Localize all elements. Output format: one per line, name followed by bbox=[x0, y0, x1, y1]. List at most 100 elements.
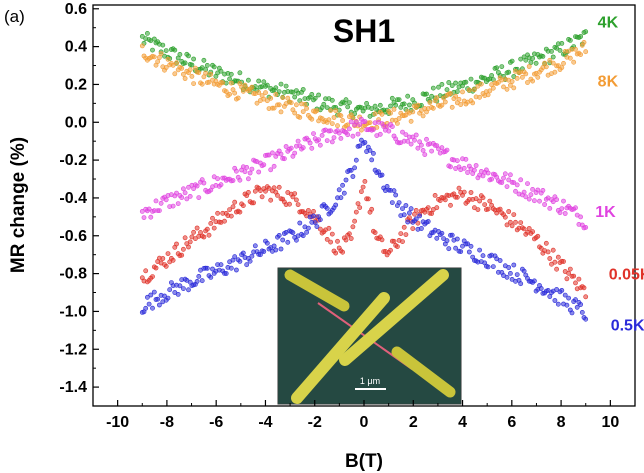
data-point bbox=[228, 213, 234, 219]
data-point bbox=[482, 202, 488, 207]
data-point bbox=[232, 254, 238, 260]
data-point bbox=[158, 200, 164, 206]
data-point bbox=[192, 65, 198, 71]
data-point bbox=[379, 111, 385, 117]
data-point bbox=[201, 57, 207, 63]
data-point bbox=[495, 80, 501, 85]
data-point bbox=[477, 94, 482, 100]
data-point bbox=[369, 106, 375, 111]
data-point bbox=[357, 205, 363, 210]
data-point bbox=[300, 145, 306, 151]
data-point bbox=[341, 190, 347, 196]
data-point bbox=[434, 95, 440, 101]
data-point bbox=[305, 225, 311, 231]
data-point bbox=[540, 187, 546, 193]
data-point bbox=[434, 235, 440, 241]
data-point bbox=[324, 138, 330, 143]
data-point bbox=[273, 247, 279, 253]
data-point bbox=[449, 83, 455, 88]
data-point bbox=[530, 56, 535, 61]
panel-label: (a) bbox=[4, 7, 25, 26]
data-point bbox=[434, 205, 440, 211]
data-point bbox=[528, 60, 534, 65]
data-point bbox=[218, 182, 224, 188]
data-point bbox=[504, 184, 510, 189]
data-point bbox=[295, 138, 301, 144]
data-point bbox=[249, 166, 255, 172]
data-point bbox=[571, 59, 577, 65]
data-point bbox=[304, 106, 309, 111]
data-point bbox=[211, 64, 217, 70]
data-point bbox=[523, 57, 529, 63]
data-point bbox=[507, 172, 513, 178]
data-point bbox=[319, 132, 325, 138]
data-point bbox=[471, 167, 477, 173]
data-point bbox=[424, 136, 429, 142]
data-point bbox=[237, 177, 243, 183]
y-tick-label: 0.4 bbox=[65, 39, 87, 56]
data-point bbox=[172, 71, 178, 77]
data-point bbox=[475, 207, 481, 212]
data-point bbox=[144, 294, 150, 300]
data-point bbox=[143, 305, 149, 311]
data-point bbox=[550, 247, 556, 253]
data-point bbox=[377, 131, 383, 137]
data-point bbox=[489, 73, 494, 78]
data-point bbox=[504, 86, 510, 92]
data-point bbox=[240, 250, 246, 256]
data-point bbox=[513, 219, 518, 225]
data-point bbox=[194, 183, 200, 189]
data-point bbox=[400, 129, 405, 135]
data-point bbox=[405, 93, 411, 99]
data-point bbox=[410, 109, 416, 115]
data-point bbox=[139, 208, 145, 214]
data-point bbox=[245, 176, 251, 182]
data-point bbox=[499, 64, 505, 69]
data-point bbox=[307, 140, 313, 146]
data-point bbox=[362, 140, 368, 145]
data-point bbox=[478, 81, 484, 87]
data-point bbox=[300, 109, 306, 114]
data-point bbox=[304, 229, 309, 235]
data-point bbox=[285, 95, 291, 101]
data-point bbox=[189, 74, 195, 79]
data-point bbox=[211, 225, 217, 231]
data-point bbox=[182, 190, 188, 196]
data-point bbox=[547, 256, 553, 261]
data-point bbox=[148, 292, 154, 298]
data-point bbox=[485, 170, 491, 176]
data-point bbox=[511, 262, 517, 268]
data-point bbox=[290, 230, 296, 236]
data-point bbox=[466, 87, 472, 93]
data-point bbox=[223, 271, 229, 276]
data-point bbox=[204, 63, 210, 68]
data-point bbox=[573, 205, 578, 211]
data-point bbox=[348, 167, 354, 173]
data-point bbox=[552, 298, 558, 303]
data-point bbox=[454, 236, 460, 242]
data-point bbox=[573, 280, 578, 286]
data-point bbox=[247, 258, 253, 264]
data-point bbox=[504, 222, 510, 228]
data-point bbox=[206, 79, 212, 85]
data-point bbox=[259, 194, 265, 200]
data-point bbox=[388, 247, 393, 253]
data-point bbox=[333, 108, 339, 113]
data-point bbox=[567, 38, 573, 43]
data-point bbox=[273, 85, 279, 91]
series-label-1K: 1K bbox=[595, 204, 616, 221]
data-point bbox=[552, 259, 558, 265]
data-point bbox=[386, 128, 392, 134]
data-point bbox=[526, 196, 532, 202]
y-tick-label: -1.4 bbox=[59, 379, 87, 396]
series-label-4K: 4K bbox=[598, 15, 619, 32]
data-point bbox=[139, 43, 145, 49]
data-point bbox=[326, 225, 332, 231]
data-point bbox=[309, 116, 315, 122]
data-point bbox=[300, 87, 306, 92]
data-point bbox=[550, 199, 556, 205]
data-point bbox=[403, 203, 409, 208]
data-point bbox=[562, 211, 568, 216]
data-point bbox=[454, 89, 460, 94]
data-point bbox=[396, 200, 402, 205]
